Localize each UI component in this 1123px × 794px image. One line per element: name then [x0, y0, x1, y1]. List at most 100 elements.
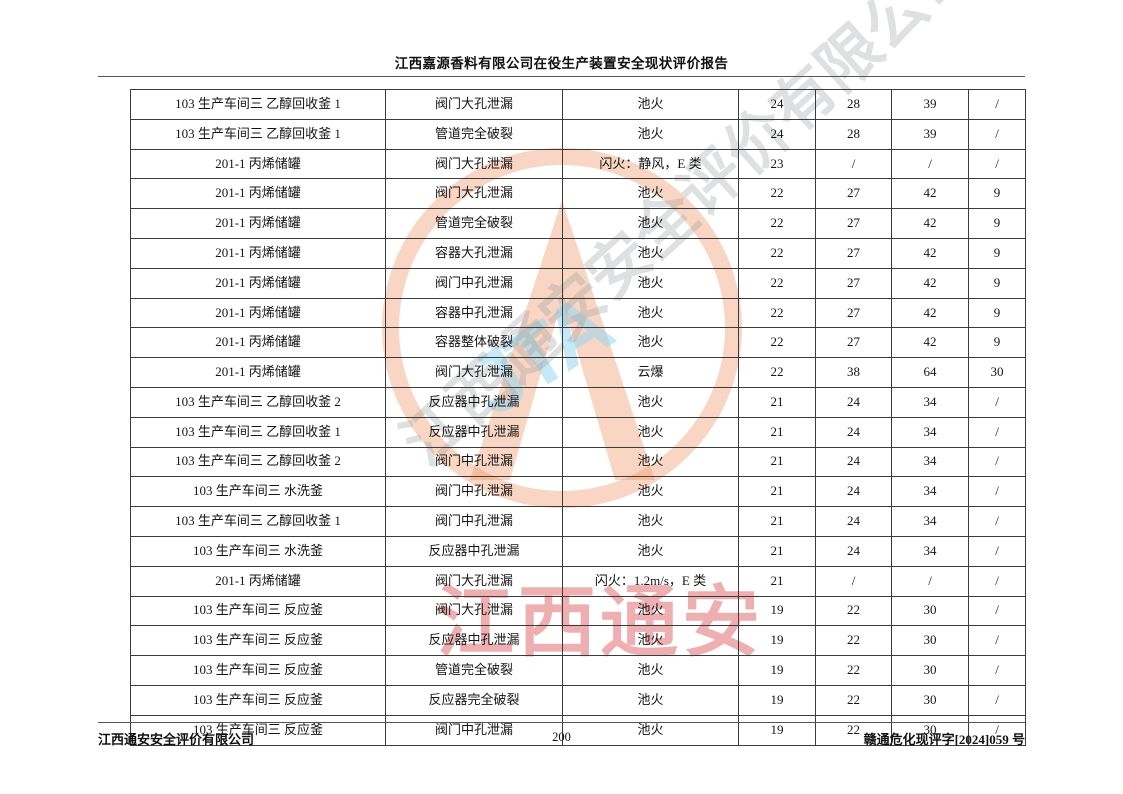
- cell-unit: 201-1 丙烯储罐: [130, 178, 386, 210]
- cell-value-3: /: [891, 565, 969, 597]
- cell-value-1: 21: [738, 386, 816, 418]
- cell-value-3: /: [891, 148, 969, 180]
- cell-consequence: 池火: [562, 386, 739, 418]
- cell-value-1: 19: [738, 655, 816, 686]
- cell-value-3: 39: [891, 89, 969, 120]
- table-row: 103 生产车间三 反应釜 管道完全破裂 池火 19 22 30/: [130, 655, 1026, 686]
- cell-value-1: 24: [738, 118, 816, 150]
- table-row: 103 生产车间三 乙醇回收釜 1 反应器中孔泄漏 池火 21 24 34/: [130, 416, 1026, 448]
- cell-consequence: 池火: [562, 237, 739, 269]
- footer-company-name: 江西通安安全评价有限公司: [98, 732, 255, 747]
- cell-value-2: 22: [815, 595, 892, 627]
- cell-value-1: 21: [738, 446, 816, 478]
- cell-unit: 103 生产车间三 反应釜: [130, 684, 386, 716]
- cell-value-2: 22: [815, 714, 892, 746]
- cell-value-2: 24: [815, 506, 892, 537]
- cell-value-4: /: [968, 595, 1026, 627]
- cell-leak-mode: 反应器中孔泄漏: [385, 625, 563, 657]
- cell-value-1: 19: [738, 625, 816, 657]
- cell-value-4: /: [968, 684, 1026, 716]
- risk-table-container: 103 生产车间三 乙醇回收釜 1 阀门大孔泄漏 池火 24 28 39/103 生产车间…: [130, 89, 1026, 746]
- cell-leak-mode: 阀门中孔泄漏: [385, 714, 563, 746]
- cell-unit: 201-1 丙烯储罐: [130, 357, 386, 388]
- cell-unit: 103 生产车间三 乙醇回收釜 2: [130, 386, 386, 418]
- cell-value-2: 27: [815, 327, 892, 359]
- cell-leak-mode: 阀门大孔泄漏: [385, 148, 563, 180]
- cell-consequence: 池火: [562, 297, 739, 329]
- cell-unit: 201-1 丙烯储罐: [130, 327, 386, 359]
- cell-value-3: 34: [891, 446, 969, 478]
- table-row: 201-1 丙烯储罐 容器中孔泄漏 池火 22 27 42 9: [130, 297, 1026, 329]
- table-row: 201-1 丙烯储罐 管道完全破裂 池火 22 27 42 9: [130, 208, 1026, 239]
- cell-value-2: 24: [815, 476, 892, 508]
- cell-value-4: 9: [968, 178, 1026, 210]
- table-row: 103 生产车间三 乙醇回收釜 1 阀门中孔泄漏 池火 21 24 34/: [130, 506, 1026, 537]
- cell-unit: 103 生产车间三 乙醇回收釜 1: [130, 506, 386, 537]
- cell-value-3: 34: [891, 506, 969, 537]
- cell-value-2: 22: [815, 684, 892, 716]
- cell-value-3: 30: [891, 595, 969, 627]
- cell-value-3: 34: [891, 476, 969, 508]
- cell-value-4: /: [968, 89, 1026, 120]
- cell-value-2: 24: [815, 386, 892, 418]
- cell-value-4: /: [968, 535, 1026, 567]
- cell-unit: 201-1 丙烯储罐: [130, 565, 386, 597]
- header-divider: [98, 76, 1025, 77]
- cell-consequence: 池火: [562, 446, 739, 478]
- cell-value-4: /: [968, 476, 1026, 508]
- cell-value-3: 39: [891, 118, 969, 150]
- cell-unit: 103 生产车间三 乙醇回收釜 1: [130, 118, 386, 150]
- cell-value-1: 21: [738, 506, 816, 537]
- cell-value-3: 34: [891, 535, 969, 567]
- cell-leak-mode: 容器整体破裂: [385, 327, 563, 359]
- table-row: 201-1 丙烯储罐 阀门大孔泄漏 闪火：静风，E 类 23// /: [130, 148, 1026, 180]
- table-row: 103 生产车间三 反应釜 反应器完全破裂 池火 19 22 30/: [130, 684, 1026, 716]
- cell-leak-mode: 管道完全破裂: [385, 655, 563, 686]
- cell-value-1: 22: [738, 208, 816, 239]
- cell-consequence: 池火: [562, 714, 739, 746]
- table-row: 103 生产车间三 反应釜 阀门中孔泄漏 池火 19 22 30/: [130, 714, 1026, 746]
- cell-consequence: 池火: [562, 208, 739, 239]
- table-row: 103 生产车间三 反应釜 阀门大孔泄漏 池火 19 22 30/: [130, 595, 1026, 627]
- cell-value-1: 22: [738, 327, 816, 359]
- cell-unit: 201-1 丙烯储罐: [130, 267, 386, 299]
- cell-leak-mode: 阀门中孔泄漏: [385, 506, 563, 537]
- footer-document-number: 赣通危化现评字[2024]059 号: [863, 732, 1025, 747]
- cell-unit: 103 生产车间三 水洗釜: [130, 476, 386, 508]
- cell-value-1: 21: [738, 476, 816, 508]
- cell-leak-mode: 反应器完全破裂: [385, 684, 563, 716]
- cell-leak-mode: 反应器中孔泄漏: [385, 535, 563, 567]
- cell-consequence: 池火: [562, 476, 739, 508]
- cell-unit: 103 生产车间三 水洗釜: [130, 535, 386, 567]
- cell-unit: 201-1 丙烯储罐: [130, 297, 386, 329]
- cell-value-4: /: [968, 714, 1026, 746]
- cell-value-1: 21: [738, 416, 816, 448]
- table-row: 103 生产车间三 水洗釜 阀门中孔泄漏 池火 21 24 34/: [130, 476, 1026, 508]
- footer-divider: [98, 722, 1025, 723]
- cell-value-1: 22: [738, 357, 816, 388]
- cell-value-4: 9: [968, 237, 1026, 269]
- cell-value-3: 42: [891, 327, 969, 359]
- cell-unit: 103 生产车间三 反应釜: [130, 595, 386, 627]
- cell-value-3: 42: [891, 297, 969, 329]
- table-row: 201-1 丙烯储罐 容器大孔泄漏 池火 22 27 42 9: [130, 237, 1026, 269]
- cell-consequence: 池火: [562, 625, 739, 657]
- cell-value-2: 27: [815, 178, 892, 210]
- cell-value-2: 38: [815, 357, 892, 388]
- cell-consequence: 池火: [562, 595, 739, 627]
- table-row: 201-1 丙烯储罐 阀门中孔泄漏 池火 22 27 42 9: [130, 267, 1026, 299]
- cell-consequence: 池火: [562, 267, 739, 299]
- cell-unit: 201-1 丙烯储罐: [130, 237, 386, 269]
- cell-consequence: 池火: [562, 655, 739, 686]
- cell-value-4: /: [968, 148, 1026, 180]
- risk-table-body: 103 生产车间三 乙醇回收釜 1 阀门大孔泄漏 池火 24 28 39/103 生产车间…: [130, 89, 1026, 746]
- cell-value-1: 24: [738, 89, 816, 120]
- cell-value-2: 24: [815, 535, 892, 567]
- cell-value-1: 22: [738, 237, 816, 269]
- footer-page-number: 200: [552, 730, 571, 744]
- table-row: 103 生产车间三 水洗釜 反应器中孔泄漏 池火 21 24 34/: [130, 535, 1026, 567]
- cell-unit: 103 生产车间三 乙醇回收釜 1: [130, 89, 386, 120]
- cell-value-1: 22: [738, 297, 816, 329]
- cell-unit: 103 生产车间三 乙醇回收釜 2: [130, 446, 386, 478]
- cell-value-1: 22: [738, 178, 816, 210]
